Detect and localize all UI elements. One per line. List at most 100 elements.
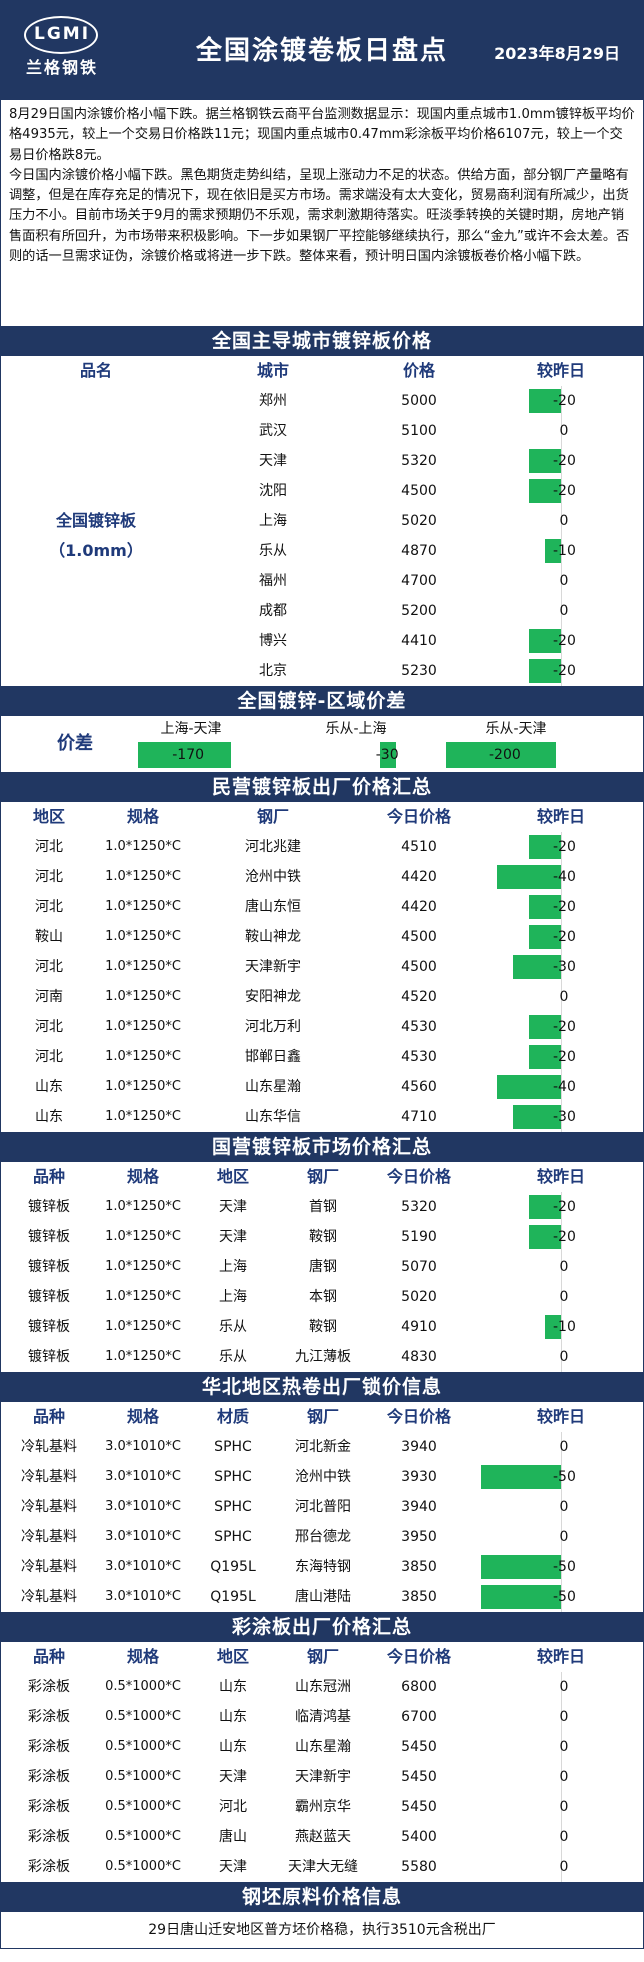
price-cell: 5190 (401, 1229, 437, 1245)
table-row: 彩涂板 0.5*1000*C 山东 山东星瀚 5450 0 (1, 1732, 643, 1762)
table-row: 山东 1.0*1250*C 山东华信 4710 -30 (1, 1102, 643, 1132)
spread-bar (379, 742, 396, 768)
header-change: 较昨日 (536, 361, 586, 380)
region-cell: 河北 (219, 1799, 247, 1815)
change-bar (529, 659, 561, 683)
price-cell: 4530 (401, 1049, 437, 1065)
change-axis (561, 952, 562, 982)
change-value: -20 (553, 1049, 576, 1065)
change-axis (561, 1762, 562, 1792)
change-bar-cell: 0 (441, 596, 601, 626)
mill-cell: 山东星瀚 (245, 1079, 301, 1095)
header-kind: 品种 (32, 1647, 66, 1666)
price-cell: 4530 (401, 1019, 437, 1035)
kind-cell: 冷轧基料 (21, 1469, 77, 1485)
header-change: 较昨日 (536, 1407, 586, 1426)
table-header-row: 品种 规格 地区 钢厂 今日价格 较昨日 (1, 1162, 643, 1192)
table-row: 冷轧基料 3.0*1010*C SPHC 邢台德龙 3950 0 (1, 1522, 643, 1552)
change-value: -20 (553, 929, 576, 945)
spec-cell: 3.0*1010*C (105, 1529, 181, 1544)
change-axis (561, 1042, 562, 1072)
header-mill: 钢厂 (306, 1647, 340, 1666)
spec-cell: 0.5*1000*C (105, 1859, 181, 1874)
change-axis (561, 1582, 562, 1612)
private-mills-table: 地区 规格 钢厂 今日价格 较昨日 河北 1.0*1250*C 河北兆建 4510 -2… (0, 802, 644, 1132)
change-axis (561, 1342, 562, 1372)
mill-cell: 沧州中铁 (245, 869, 301, 885)
table-row: 彩涂板 0.5*1000*C 唐山 燕赵蓝天 5400 0 (1, 1822, 643, 1852)
table-row: 成都 5200 0 (1, 596, 643, 626)
price-cell: 4700 (401, 573, 437, 589)
billet-price-note: 29日唐山迁安地区普方坯价格稳，执行3510元含税出厂 (0, 1912, 644, 1949)
spec-cell: 1.0*1250*C (105, 989, 181, 1004)
change-axis (561, 1432, 562, 1462)
price-cell: 4910 (401, 1319, 437, 1335)
change-axis (561, 656, 562, 686)
change-axis (561, 922, 562, 952)
change-value: 0 (559, 1829, 569, 1845)
change-axis (561, 386, 562, 416)
change-bar-cell: -50 (441, 1582, 601, 1612)
city-galvanized-table: 品名 城市 价格 较昨日 郑州 5000 -20 武汉 5100 0 天津 5320 -20 沈阳… (0, 356, 644, 686)
spec-cell: 0.5*1000*C (105, 1769, 181, 1784)
material-cell: SPHC (214, 1469, 252, 1485)
section-title-color-coated: 彩涂板出厂价格汇总 (0, 1612, 644, 1642)
change-axis (561, 1012, 562, 1042)
change-value: -10 (553, 1319, 576, 1335)
price-cell: 3950 (401, 1529, 437, 1545)
change-bar-cell: -50 (441, 1462, 601, 1492)
section-title-hot-roll-lock: 华北地区热卷出厂锁价信息 (0, 1372, 644, 1402)
spec-cell: 1.0*1250*C (105, 1079, 181, 1094)
mill-cell: 首钢 (309, 1199, 337, 1215)
change-value: -50 (553, 1559, 576, 1575)
spec-cell: 0.5*1000*C (105, 1709, 181, 1724)
table-row: 博兴 4410 -20 (1, 626, 643, 656)
table-row: 镀锌板 1.0*1250*C 上海 本钢 5020 0 (1, 1282, 643, 1312)
spread-label: 价差 (57, 733, 93, 754)
spec-cell: 1.0*1250*C (105, 869, 181, 884)
change-value: 0 (559, 423, 569, 439)
mill-cell: 燕赵蓝天 (295, 1829, 351, 1845)
spec-cell: 1.0*1250*C (105, 1109, 181, 1124)
change-axis (561, 1852, 562, 1882)
product-spec: （1.0mm） (49, 541, 143, 560)
region-cell: 河南 (35, 989, 63, 1005)
section-title-state-mills: 国营镀锌板市场价格汇总 (0, 1132, 644, 1162)
change-bar (481, 1465, 561, 1489)
table-row: 河北 1.0*1250*C 河北万利 4530 -20 (1, 1012, 643, 1042)
table-row: 上海 5020 0 (1, 506, 643, 536)
change-value: 0 (559, 1499, 569, 1515)
table-header-row: 品名 城市 价格 较昨日 (1, 356, 643, 386)
header-region: 地区 (32, 807, 66, 826)
header-mill: 钢厂 (256, 807, 290, 826)
table-row: 福州 4700 0 (1, 566, 643, 596)
spec-cell: 0.5*1000*C (105, 1739, 181, 1754)
mill-cell: 山东星瀚 (295, 1739, 351, 1755)
report-date: 2023年8月29日 (494, 44, 620, 63)
city-cell: 乐从 (259, 543, 287, 559)
mill-cell: 山东冠洲 (295, 1679, 351, 1695)
spec-cell: 3.0*1010*C (105, 1469, 181, 1484)
spread-pair: 上海-天津 (160, 721, 222, 737)
city-cell: 武汉 (259, 423, 287, 439)
change-bar-cell: -20 (441, 626, 601, 656)
market-summary: 8月29日国内涂镀价格小幅下跌。据兰格钢铁云商平台监测数据显示：现国内重点城市1… (0, 100, 644, 326)
spread-item: 乐从-上海 -30 (276, 716, 436, 772)
table-row: 北京 5230 -20 (1, 656, 643, 686)
change-bar (529, 1225, 561, 1249)
change-bar-cell: 0 (441, 1282, 601, 1312)
change-axis (561, 1522, 562, 1552)
change-value: 0 (559, 1739, 569, 1755)
change-value: 0 (559, 513, 569, 529)
change-axis (561, 1252, 562, 1282)
spread-item: 乐从-天津 -200 (436, 716, 596, 772)
region-cell: 上海 (219, 1259, 247, 1275)
kind-cell: 冷轧基料 (21, 1529, 77, 1545)
mill-cell: 本钢 (309, 1289, 337, 1305)
price-cell: 4500 (401, 483, 437, 499)
price-cell: 4500 (401, 959, 437, 975)
change-bar-cell: 0 (441, 566, 601, 596)
change-axis (561, 862, 562, 892)
change-bar-cell: 0 (441, 1732, 601, 1762)
